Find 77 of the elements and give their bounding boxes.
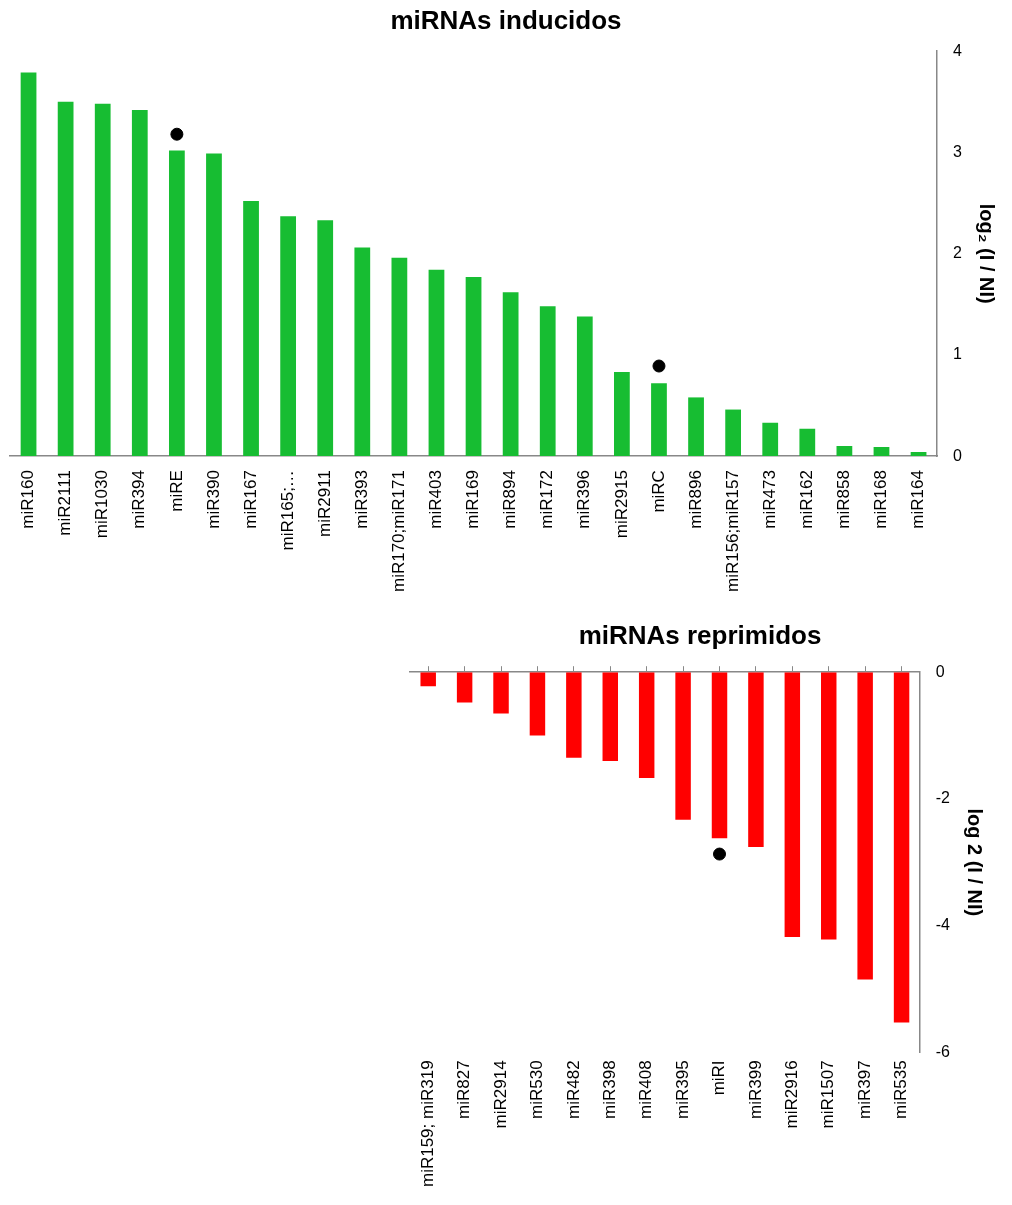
bar (243, 201, 259, 457)
bar (873, 447, 890, 457)
x-tick-label: miR162 (796, 470, 816, 529)
x-tick-label: miR394 (129, 470, 149, 529)
bar (799, 428, 816, 457)
x-tick-label: miR167 (240, 470, 260, 529)
x-tick-label: miR1507 (818, 1060, 838, 1129)
x-tick-label: miRE (166, 470, 186, 512)
x-tick-label: miR1030 (92, 470, 112, 539)
x-tick-label: miR535 (891, 1060, 911, 1119)
bar (836, 446, 853, 457)
y-tick-label: 2 (953, 244, 963, 262)
bar (57, 101, 74, 457)
y-tick-label: -2 (935, 789, 951, 807)
x-tick-label: miRI (709, 1060, 729, 1096)
x-tick-label: miR827 (454, 1060, 474, 1119)
x-tick-label: miR2916 (782, 1060, 802, 1129)
bar (539, 306, 556, 457)
x-tick-label: miR408 (636, 1060, 656, 1119)
bar (317, 220, 334, 457)
bar (94, 103, 111, 457)
y-tick-label: -6 (935, 1042, 951, 1060)
x-tick-label: miR164 (908, 470, 928, 529)
x-tick-label: miR2911 (314, 470, 334, 537)
bar (354, 247, 371, 457)
x-tick-label: miR858 (834, 470, 854, 529)
bar (614, 372, 630, 457)
bar (725, 409, 742, 457)
x-tick-label: miRC (648, 470, 668, 513)
y-axis-title: log₂ (I / NI) (976, 203, 999, 304)
x-tick-label: miR403 (426, 470, 446, 529)
bar (428, 269, 445, 457)
y-tick-label: 4 (953, 41, 963, 59)
x-tick-label: miR395 (672, 1060, 692, 1119)
x-tick-label: miR172 (537, 470, 557, 529)
x-tick-label: miR2111 (55, 470, 75, 536)
x-tick-label: miR156;miR157 (722, 470, 742, 593)
y-tick-label: 0 (935, 662, 945, 680)
y-tick-label: 0 (953, 446, 963, 464)
y-tick-label: -4 (935, 916, 951, 934)
y-tick-label: 3 (953, 142, 963, 160)
x-tick-label: miR896 (685, 470, 705, 529)
x-tick-label: miR396 (574, 470, 594, 529)
bar (910, 452, 927, 457)
bar (131, 109, 148, 457)
x-tick-label: miR2915 (611, 470, 631, 539)
bar (651, 383, 667, 457)
x-tick-label: miR2914 (490, 1060, 510, 1129)
bar (169, 150, 185, 457)
x-tick-label: miR530 (527, 1060, 547, 1119)
x-tick-label: miR473 (759, 470, 779, 529)
bar (465, 276, 482, 457)
x-tick-label: miR168 (871, 470, 891, 529)
bar (688, 397, 704, 457)
x-tick-label: miR165;… (277, 470, 297, 551)
chart-title: miRNAs inducidos (390, 4, 622, 35)
bar (762, 422, 779, 457)
x-tick-label: miR894 (500, 470, 520, 529)
y-tick-label: 1 (953, 345, 963, 363)
bar (280, 216, 297, 457)
chart-title: miRNAs reprimidos (578, 619, 822, 650)
x-tick-label: miR169 (463, 470, 483, 529)
bar (206, 153, 222, 457)
bar (576, 316, 593, 457)
y-axis-title: log 2 (I / NI) (964, 808, 987, 917)
bar (20, 72, 37, 457)
x-tick-label: miR399 (745, 1060, 765, 1119)
x-tick-label: miR159; miR319 (417, 1060, 437, 1188)
bar (391, 257, 408, 457)
x-tick-label: miR393 (351, 470, 371, 529)
x-tick-label: miR398 (599, 1060, 619, 1119)
x-tick-label: miR170;miR171 (389, 470, 409, 593)
x-tick-label: miR390 (203, 470, 223, 529)
x-tick-label: miR482 (563, 1060, 583, 1119)
x-tick-label: miR160 (18, 470, 38, 529)
bar (502, 292, 519, 457)
x-tick-label: miR397 (854, 1060, 874, 1119)
